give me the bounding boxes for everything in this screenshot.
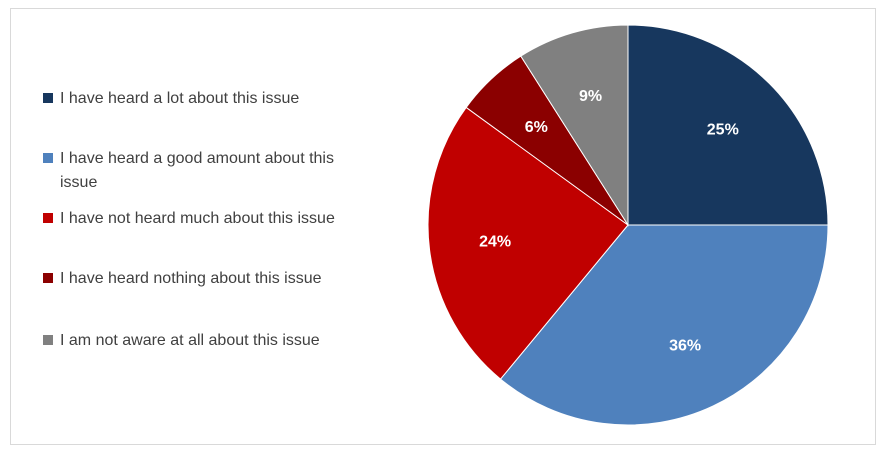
legend-item-heard-good-amount: I have heard a good amount about this is…	[43, 147, 373, 195]
chart-area: I have heard a lot about this issue I ha…	[10, 8, 876, 445]
data-label-4: 9%	[579, 88, 602, 105]
legend: I have heard a lot about this issue I ha…	[43, 9, 383, 444]
legend-swatch	[43, 273, 53, 283]
data-label-3: 6%	[525, 119, 548, 136]
legend-item-not-heard-much: I have not heard much about this issue	[43, 207, 373, 231]
legend-label: I have heard a good amount about this is…	[60, 150, 334, 191]
legend-item-heard-a-lot: I have heard a lot about this issue	[43, 87, 373, 111]
data-label-1: 36%	[669, 338, 701, 355]
legend-swatch	[43, 335, 53, 345]
pie-slice-4	[520, 24, 629, 227]
data-label-2: 24%	[479, 233, 511, 250]
legend-item-heard-nothing: I have heard nothing about this issue	[43, 267, 373, 291]
pie-slice-2	[427, 106, 629, 380]
legend-item-not-aware: I am not aware at all about this issue	[43, 329, 373, 353]
pie-chart: 25% 36% 24% 6% 9%	[427, 24, 829, 426]
pie-slice-1	[499, 224, 829, 426]
legend-label: I am not aware at all about this issue	[60, 332, 320, 349]
data-label-0: 25%	[707, 122, 739, 139]
legend-swatch	[43, 93, 53, 103]
legend-swatch	[43, 153, 53, 163]
legend-label: I have heard nothing about this issue	[60, 270, 322, 287]
legend-label: I have heard a lot about this issue	[60, 90, 300, 107]
legend-label: I have not heard much about this issue	[60, 210, 335, 227]
legend-swatch	[43, 213, 53, 223]
pie-slice-0	[627, 24, 829, 226]
